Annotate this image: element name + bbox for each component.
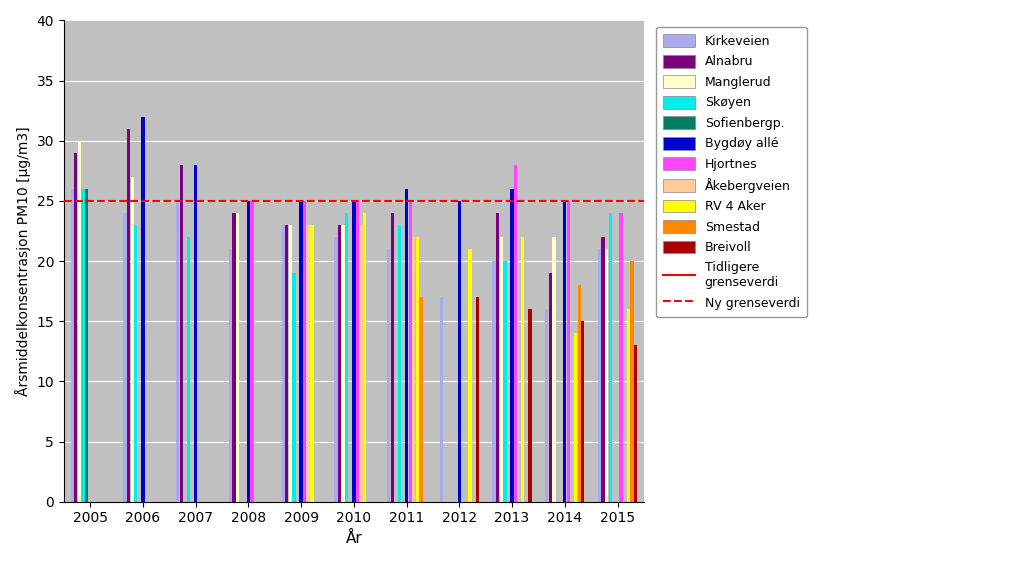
Bar	[85, 189, 88, 502]
Bar	[130, 177, 134, 502]
Bar	[292, 273, 296, 502]
Bar	[194, 165, 198, 502]
Bar	[310, 225, 313, 502]
Bar	[186, 237, 190, 502]
Bar	[528, 309, 531, 502]
Bar	[285, 225, 289, 502]
Bar	[306, 225, 310, 502]
Bar	[608, 213, 612, 502]
Bar	[566, 201, 570, 502]
Bar	[299, 201, 303, 502]
Bar	[620, 213, 623, 502]
Bar	[345, 213, 348, 502]
Bar	[416, 237, 419, 502]
Bar	[247, 201, 250, 502]
Bar	[123, 213, 127, 502]
Bar	[514, 165, 517, 502]
Bar	[282, 225, 285, 502]
Bar	[232, 213, 236, 502]
Bar	[228, 249, 232, 502]
Bar	[598, 249, 601, 502]
Bar	[601, 237, 605, 502]
Bar	[71, 189, 74, 502]
Bar	[250, 201, 254, 502]
Bar	[412, 237, 416, 502]
Legend: Kirkeveien, Alnabru, Manglerud, Skøyen, Sofienbergp., Bygdøy allé, Hjortnes, Åke: Kirkeveien, Alnabru, Manglerud, Skøyen, …	[656, 27, 807, 317]
Bar	[573, 333, 578, 502]
Bar	[493, 261, 496, 502]
Bar	[236, 213, 240, 502]
Bar	[78, 141, 81, 502]
Bar	[127, 129, 130, 502]
Bar	[81, 189, 85, 502]
X-axis label: År: År	[345, 531, 362, 546]
Bar	[334, 237, 338, 502]
Bar	[404, 189, 409, 502]
Bar	[500, 237, 503, 502]
Bar	[134, 225, 137, 502]
Bar	[563, 201, 566, 502]
Bar	[397, 225, 401, 502]
Bar	[390, 213, 394, 502]
Bar	[362, 213, 367, 502]
Bar	[387, 249, 390, 502]
Bar	[630, 261, 634, 502]
Bar	[74, 153, 78, 502]
Bar	[496, 213, 500, 502]
Bar	[552, 237, 556, 502]
Bar	[605, 249, 608, 502]
Bar	[545, 309, 549, 502]
Bar	[581, 321, 585, 502]
Bar	[355, 201, 359, 502]
Bar	[359, 225, 362, 502]
Y-axis label: Årsmiddelkonsentrasjon PM10 [µg/m3]: Årsmiddelkonsentrasjon PM10 [µg/m3]	[15, 126, 31, 396]
Bar	[338, 225, 341, 502]
Bar	[352, 201, 355, 502]
Bar	[521, 237, 524, 502]
Bar	[468, 249, 472, 502]
Bar	[503, 261, 507, 502]
Bar	[341, 225, 345, 502]
Bar	[176, 201, 179, 502]
Bar	[458, 201, 461, 502]
Bar	[510, 189, 514, 502]
Bar	[303, 201, 306, 502]
Bar	[179, 165, 183, 502]
Bar	[409, 201, 412, 502]
Bar	[627, 309, 630, 502]
Bar	[476, 297, 479, 502]
Bar	[141, 117, 144, 502]
Bar	[634, 346, 637, 502]
Bar	[439, 297, 443, 502]
Bar	[419, 297, 423, 502]
Bar	[289, 225, 292, 502]
Bar	[549, 273, 552, 502]
Bar	[578, 285, 581, 502]
